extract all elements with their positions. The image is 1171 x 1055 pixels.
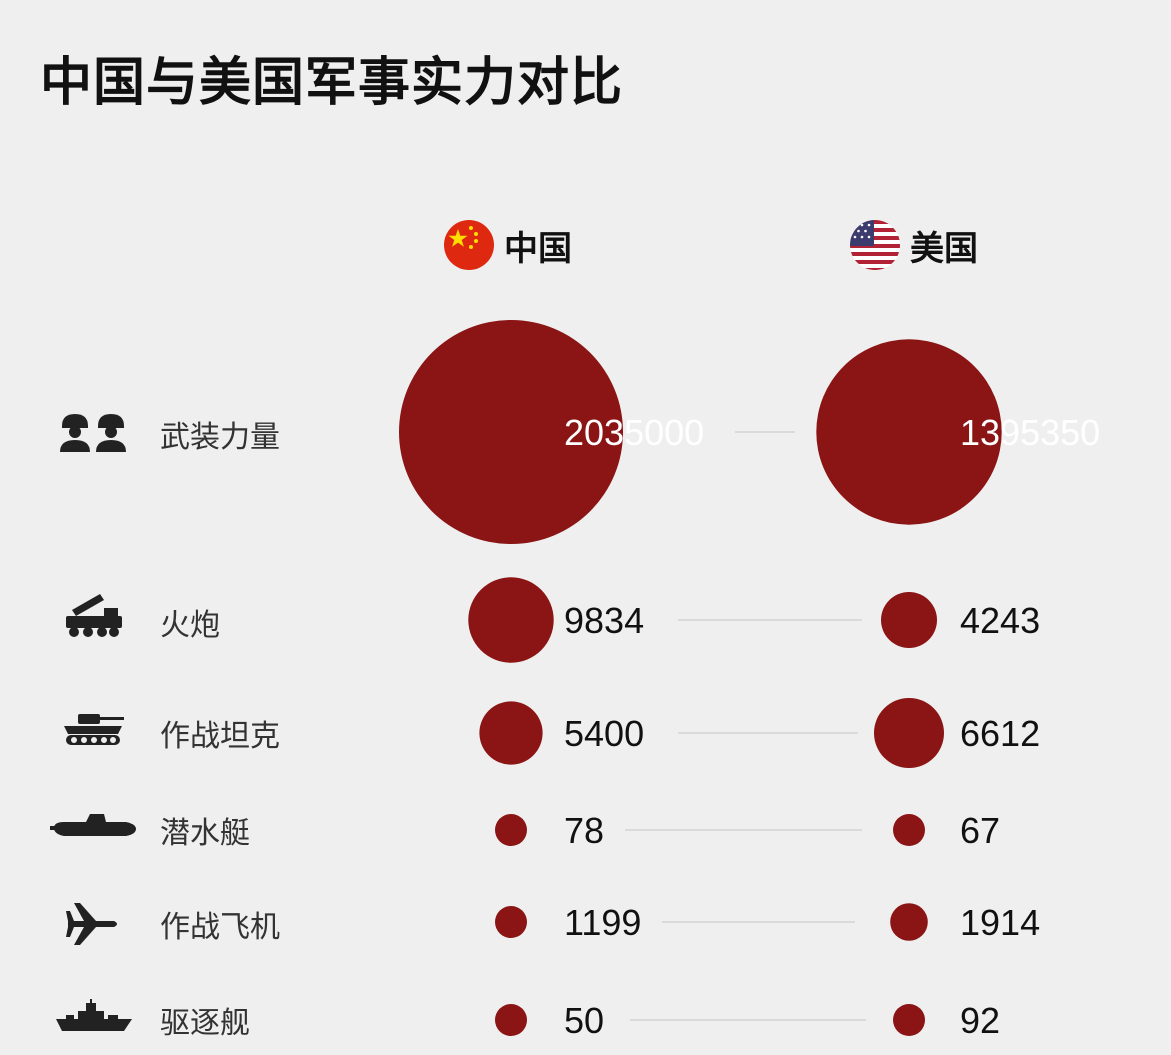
value-label-usa-2: 6612 — [960, 713, 1040, 754]
column-header-label: 美国 — [910, 228, 978, 269]
value-label-usa-0: 1395350 — [960, 412, 1100, 453]
bubble-china-1 — [468, 577, 554, 663]
column-header-usa: 美国 — [850, 218, 978, 272]
value-label-usa-4: 1914 — [960, 902, 1040, 943]
bubble-usa-2 — [874, 698, 944, 768]
china-flag-icon — [444, 220, 494, 270]
value-label-china-4: 1199 — [564, 902, 641, 943]
row-label-armed-forces: 武装力量 — [160, 420, 280, 455]
soldiers-icon — [58, 412, 130, 456]
tank-icon — [62, 712, 126, 750]
column-header-label: 中国 — [504, 228, 572, 269]
value-label-china-3: 78 — [564, 810, 604, 851]
bubble-usa-1 — [881, 592, 937, 648]
rocket-artillery-icon — [64, 592, 124, 644]
submarine-icon — [50, 812, 138, 844]
value-label-china-5: 50 — [564, 1000, 604, 1041]
bubble-china-3 — [495, 814, 527, 846]
row-label-aircraft: 作战飞机 — [160, 910, 280, 945]
column-header-china: 中国 — [444, 218, 572, 272]
bubble-china-5 — [495, 1004, 527, 1036]
bubble-usa-5 — [893, 1004, 925, 1036]
bubble-china-2 — [479, 701, 543, 765]
bubble-china-4 — [495, 906, 527, 938]
value-label-usa-1: 4243 — [960, 600, 1040, 641]
value-label-usa-5: 92 — [960, 1000, 1000, 1041]
row-label-tanks: 作战坦克 — [160, 719, 280, 754]
row-label-artillery: 火炮 — [160, 608, 220, 643]
value-label-china-0: 2035000 — [564, 412, 704, 453]
value-label-usa-3: 67 — [960, 810, 1000, 851]
row-label-destroyers: 驱逐舰 — [160, 1006, 250, 1041]
bubble-usa-4 — [890, 903, 928, 941]
bubble-usa-3 — [893, 814, 925, 846]
fighter-jet-icon — [66, 901, 120, 951]
page-title: 中国与美国军事实力对比 — [40, 53, 624, 113]
destroyer-ship-icon — [56, 999, 132, 1037]
row-label-submarines: 潜水艇 — [160, 816, 250, 851]
bubble-usa-0 — [816, 339, 1002, 525]
value-label-china-1: 9834 — [564, 600, 644, 641]
bubble-china-0 — [399, 320, 623, 544]
value-label-china-2: 5400 — [564, 713, 644, 754]
